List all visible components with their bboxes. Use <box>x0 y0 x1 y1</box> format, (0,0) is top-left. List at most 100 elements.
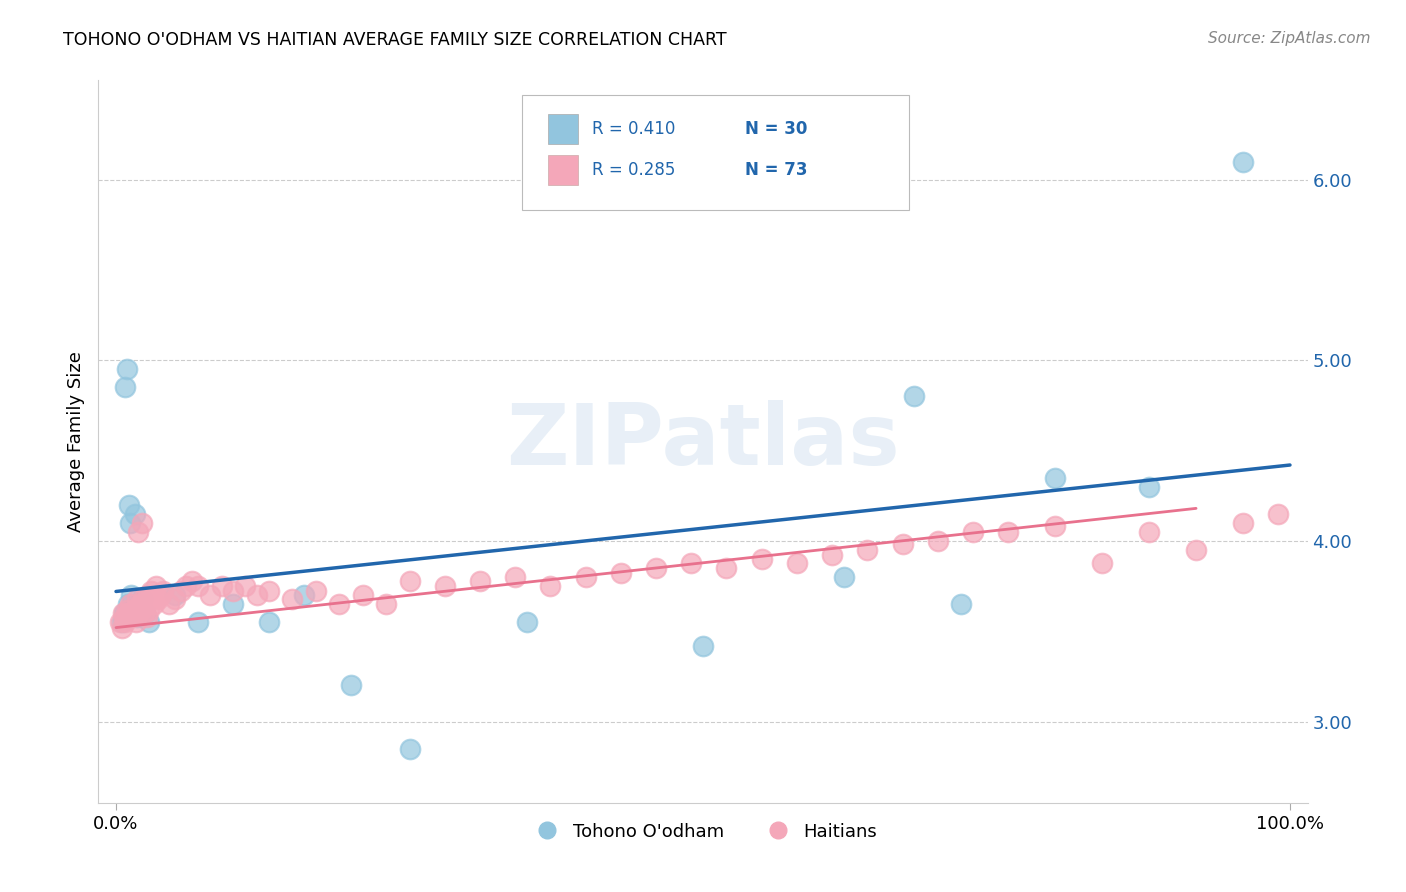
Point <box>145 579 167 593</box>
Point <box>233 579 256 593</box>
Point <box>135 609 157 624</box>
Point <box>114 615 136 630</box>
Point <box>124 507 146 521</box>
Point <box>1267 507 1289 521</box>
Point <box>127 524 149 539</box>
Point <box>112 606 135 620</box>
Point <box>716 561 738 575</box>
Point <box>127 591 149 606</box>
Point <box>118 609 141 624</box>
Point <box>375 597 398 611</box>
Point <box>398 574 420 588</box>
Point <box>610 566 633 581</box>
Point <box>198 588 221 602</box>
Point <box>122 606 145 620</box>
Point <box>328 597 350 611</box>
Point <box>131 591 153 606</box>
Point <box>751 552 773 566</box>
Point <box>112 609 135 624</box>
Point <box>111 615 134 630</box>
Y-axis label: Average Family Size: Average Family Size <box>66 351 84 532</box>
Point <box>115 362 138 376</box>
Point <box>120 588 142 602</box>
Point <box>129 602 152 616</box>
Point <box>132 591 155 606</box>
Point <box>125 615 148 630</box>
Text: ZIPatlas: ZIPatlas <box>506 400 900 483</box>
Point <box>903 389 925 403</box>
Point <box>832 570 855 584</box>
Point <box>136 588 159 602</box>
Point <box>148 591 170 606</box>
Point <box>122 602 145 616</box>
Point <box>138 602 160 616</box>
Point <box>134 606 156 620</box>
Text: R = 0.410: R = 0.410 <box>592 120 675 137</box>
Point <box>352 588 374 602</box>
Point <box>163 588 186 602</box>
Point <box>575 570 598 584</box>
Point <box>187 579 209 593</box>
Point <box>891 537 914 551</box>
Point <box>1185 542 1208 557</box>
Point <box>139 591 162 606</box>
Point <box>962 524 984 539</box>
Point <box>304 584 326 599</box>
Point <box>187 615 209 630</box>
Point <box>124 606 146 620</box>
Point <box>468 574 491 588</box>
Point <box>117 597 139 611</box>
Point <box>281 591 304 606</box>
Point <box>134 597 156 611</box>
Point <box>115 602 138 616</box>
Point <box>681 556 703 570</box>
Point <box>222 597 245 611</box>
Text: R = 0.285: R = 0.285 <box>592 161 675 179</box>
Point <box>433 579 456 593</box>
Point <box>120 597 142 611</box>
Point <box>950 597 973 611</box>
Point <box>211 579 233 593</box>
Point <box>118 498 141 512</box>
Point <box>120 606 142 620</box>
Point <box>503 570 526 584</box>
FancyBboxPatch shape <box>548 113 578 144</box>
Point <box>516 615 538 630</box>
Point <box>257 615 280 630</box>
Point <box>121 609 143 624</box>
Point <box>340 678 363 692</box>
Point <box>131 516 153 530</box>
Point <box>134 606 156 620</box>
Point <box>645 561 668 575</box>
Point <box>292 588 315 602</box>
FancyBboxPatch shape <box>522 95 908 211</box>
Point <box>163 591 186 606</box>
Point <box>181 574 204 588</box>
Point <box>127 609 149 624</box>
Point <box>112 606 135 620</box>
Point <box>111 621 134 635</box>
Text: TOHONO O'ODHAM VS HAITIAN AVERAGE FAMILY SIZE CORRELATION CHART: TOHONO O'ODHAM VS HAITIAN AVERAGE FAMILY… <box>63 31 727 49</box>
Point <box>257 584 280 599</box>
Point <box>538 579 561 593</box>
Point <box>108 615 131 630</box>
Point <box>1091 556 1114 570</box>
Point <box>222 584 245 599</box>
Point <box>1043 471 1066 485</box>
Point <box>117 606 139 620</box>
Point <box>786 556 808 570</box>
Point <box>1137 524 1160 539</box>
Point <box>149 588 172 602</box>
Point <box>142 597 165 611</box>
Point <box>927 533 949 548</box>
Point <box>1232 516 1254 530</box>
Point <box>128 597 150 611</box>
FancyBboxPatch shape <box>548 154 578 185</box>
Point <box>1043 519 1066 533</box>
Point <box>169 584 191 599</box>
Text: N = 30: N = 30 <box>745 120 807 137</box>
Point <box>856 542 879 557</box>
Point <box>176 579 198 593</box>
Legend: Tohono O'odham, Haitians: Tohono O'odham, Haitians <box>522 815 884 848</box>
Point <box>1232 154 1254 169</box>
